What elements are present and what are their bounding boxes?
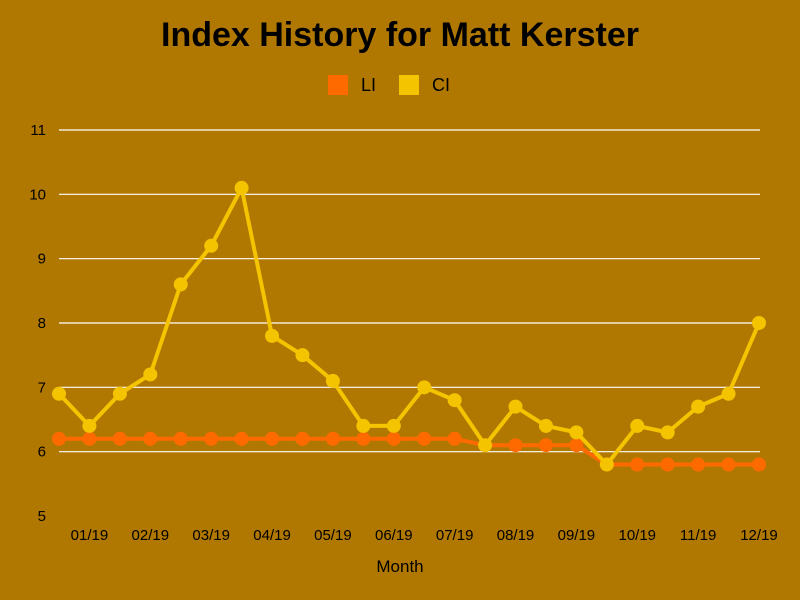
series-group <box>52 180 766 472</box>
data-point-li <box>386 431 401 446</box>
data-point-li <box>660 457 675 472</box>
data-point-ci <box>721 386 736 401</box>
data-point-ci <box>52 386 66 401</box>
data-point-li <box>82 431 97 446</box>
data-point-li <box>356 431 371 446</box>
data-point-ci <box>660 425 675 440</box>
data-point-ci <box>356 418 371 433</box>
data-point-li <box>417 431 432 446</box>
data-point-li <box>447 431 462 446</box>
data-point-ci <box>691 399 706 414</box>
legend-label-li: LI <box>361 75 376 95</box>
data-point-ci <box>417 380 432 395</box>
data-point-ci <box>295 348 310 363</box>
data-point-ci <box>508 399 523 414</box>
x-tick-label: 07/19 <box>436 527 474 544</box>
data-point-li <box>204 431 219 446</box>
data-point-ci <box>325 373 340 388</box>
gridlines <box>59 129 760 453</box>
legend-swatch-li <box>328 75 348 95</box>
x-tick-label: 11/19 <box>680 527 716 544</box>
data-point-li <box>265 431 280 446</box>
y-tick-label: 7 <box>38 379 46 396</box>
data-point-li <box>752 457 766 472</box>
y-tick-label: 9 <box>38 251 46 268</box>
x-tick-label: 05/19 <box>314 527 352 544</box>
x-tick-label: 06/19 <box>375 527 413 544</box>
x-tick-label: 12/19 <box>740 527 778 544</box>
data-point-li <box>630 457 645 472</box>
x-tick-label: 03/19 <box>192 527 230 544</box>
data-point-li <box>325 431 340 446</box>
data-point-ci <box>204 238 219 253</box>
chart-title: Index History for Matt Kerster <box>161 16 639 54</box>
data-point-li <box>508 438 523 453</box>
y-tick-label: 10 <box>29 186 46 203</box>
x-tick-label: 04/19 <box>253 527 291 544</box>
y-tick-label: 8 <box>38 315 46 332</box>
legend: LI CI <box>328 75 450 95</box>
data-point-ci <box>538 418 553 433</box>
data-point-li <box>173 431 188 446</box>
x-tick-label: 01/19 <box>71 527 109 544</box>
data-point-li <box>538 438 553 453</box>
data-point-ci <box>630 418 645 433</box>
data-point-ci <box>447 393 462 408</box>
data-point-li <box>569 438 584 453</box>
data-point-ci <box>386 418 401 433</box>
x-axis-ticks: 01/19 02/19 03/19 04/19 05/19 06/19 07/19 08/19… <box>71 527 778 544</box>
y-tick-label: 6 <box>38 444 46 461</box>
y-tick-label: 5 <box>38 508 46 525</box>
x-tick-label: 10/19 <box>618 527 656 544</box>
legend-swatch-ci <box>399 75 419 95</box>
y-tick-label: 11 <box>30 122 46 139</box>
data-point-li <box>721 457 736 472</box>
data-point-li <box>234 431 249 446</box>
data-point-ci <box>82 418 97 433</box>
data-point-ci <box>265 328 280 343</box>
y-axis-ticks: 5 6 7 8 9 10 11 <box>29 122 46 525</box>
series-line-ci <box>57 185 761 467</box>
legend-label-ci: CI <box>432 75 450 95</box>
data-point-li <box>691 457 706 472</box>
data-point-li <box>143 431 158 446</box>
data-point-ci <box>234 180 249 195</box>
data-point-li <box>52 431 66 446</box>
series-ci <box>52 180 766 472</box>
data-point-ci <box>173 277 188 292</box>
data-point-ci <box>478 438 493 453</box>
data-point-ci <box>752 316 766 330</box>
x-tick-label: 02/19 <box>132 527 170 544</box>
data-point-ci <box>112 386 127 401</box>
data-point-li <box>112 431 127 446</box>
data-point-ci <box>143 367 158 382</box>
x-axis-label: Month <box>376 557 423 576</box>
data-point-ci <box>569 425 584 440</box>
data-point-li <box>295 431 310 446</box>
x-tick-label: 08/19 <box>497 527 535 544</box>
data-point-ci <box>599 457 614 472</box>
x-tick-label: 09/19 <box>558 527 596 544</box>
